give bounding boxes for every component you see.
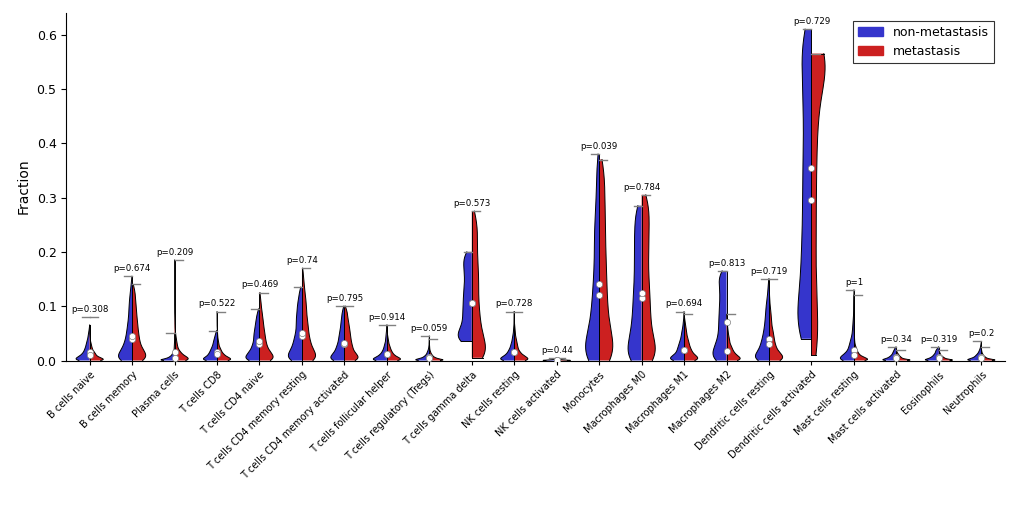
Text: p=0.694: p=0.694 <box>664 299 702 308</box>
Polygon shape <box>628 205 641 360</box>
Polygon shape <box>768 279 782 360</box>
Polygon shape <box>76 325 90 360</box>
Polygon shape <box>500 312 514 360</box>
Polygon shape <box>132 284 146 360</box>
Text: p=0.795: p=0.795 <box>325 294 363 303</box>
Polygon shape <box>514 312 528 360</box>
Text: p=1: p=1 <box>844 278 862 287</box>
Polygon shape <box>416 336 429 360</box>
Text: p=0.728: p=0.728 <box>495 299 533 308</box>
Polygon shape <box>288 287 302 360</box>
Polygon shape <box>330 306 344 360</box>
Text: p=0.209: p=0.209 <box>156 248 193 257</box>
Text: p=0.674: p=0.674 <box>113 264 151 273</box>
Polygon shape <box>174 260 187 360</box>
Polygon shape <box>373 325 386 360</box>
Text: p=0.44: p=0.44 <box>540 346 572 354</box>
Polygon shape <box>684 314 697 360</box>
Polygon shape <box>472 211 485 358</box>
Polygon shape <box>259 293 273 360</box>
Text: p=0.784: p=0.784 <box>623 183 659 192</box>
Polygon shape <box>840 290 853 360</box>
Polygon shape <box>556 358 570 360</box>
Polygon shape <box>755 279 768 360</box>
Polygon shape <box>967 341 980 360</box>
Text: p=0.914: p=0.914 <box>368 313 406 322</box>
Polygon shape <box>203 331 217 360</box>
Text: p=0.059: p=0.059 <box>411 324 447 333</box>
Polygon shape <box>585 154 598 360</box>
Polygon shape <box>598 160 612 360</box>
Text: p=0.039: p=0.039 <box>580 142 618 151</box>
Y-axis label: Fraction: Fraction <box>17 159 31 215</box>
Polygon shape <box>882 347 896 360</box>
Text: p=0.74: p=0.74 <box>285 256 318 265</box>
Text: p=0.813: p=0.813 <box>707 259 745 268</box>
Text: p=0.719: p=0.719 <box>750 267 787 276</box>
Text: p=0.469: p=0.469 <box>240 280 278 289</box>
Text: p=0.2: p=0.2 <box>967 329 994 338</box>
Polygon shape <box>726 314 740 360</box>
Polygon shape <box>344 306 358 360</box>
Polygon shape <box>90 325 103 360</box>
Text: p=0.729: p=0.729 <box>792 17 829 26</box>
Text: p=0.34: p=0.34 <box>879 335 911 344</box>
Polygon shape <box>797 29 811 339</box>
Legend: non-metastasis, metastasis: non-metastasis, metastasis <box>852 21 993 63</box>
Text: p=0.319: p=0.319 <box>919 335 957 344</box>
Polygon shape <box>458 252 472 341</box>
Polygon shape <box>429 339 442 360</box>
Polygon shape <box>669 312 684 360</box>
Polygon shape <box>896 350 909 360</box>
Polygon shape <box>980 347 994 360</box>
Text: p=0.573: p=0.573 <box>452 199 490 208</box>
Polygon shape <box>641 195 654 360</box>
Polygon shape <box>937 350 952 360</box>
Polygon shape <box>386 325 400 360</box>
Text: p=0.308: p=0.308 <box>71 305 108 314</box>
Polygon shape <box>246 309 259 360</box>
Polygon shape <box>161 333 174 360</box>
Polygon shape <box>302 268 315 360</box>
Polygon shape <box>924 347 937 360</box>
Polygon shape <box>217 312 230 360</box>
Text: p=0.522: p=0.522 <box>198 299 235 308</box>
Polygon shape <box>853 295 867 360</box>
Polygon shape <box>712 271 726 360</box>
Polygon shape <box>811 54 824 355</box>
Polygon shape <box>118 277 132 360</box>
Polygon shape <box>542 358 556 360</box>
